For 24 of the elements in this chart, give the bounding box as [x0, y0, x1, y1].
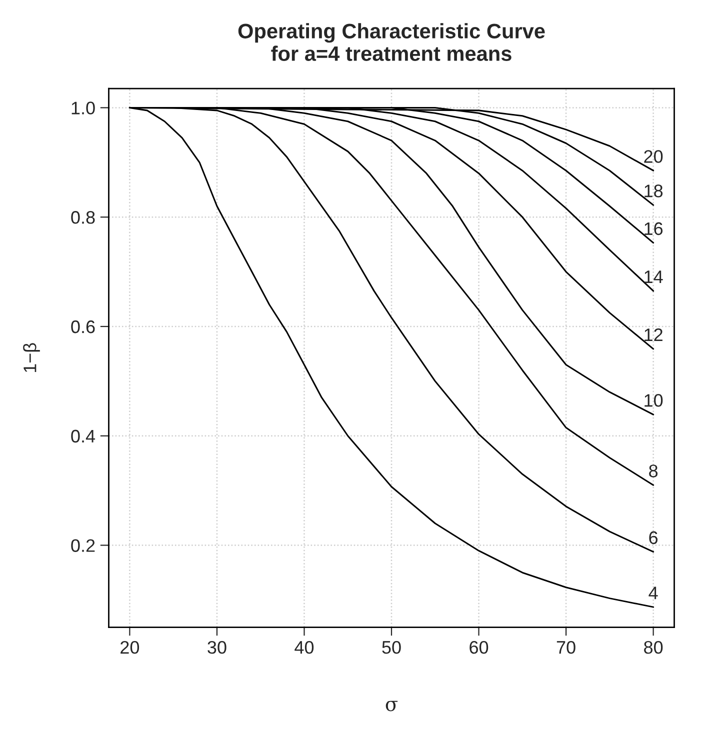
y-tick-label: 0.6 [71, 320, 95, 334]
x-tick-label: 20 [120, 640, 140, 654]
series-label: 12 [644, 328, 662, 341]
chart-title: Operating Characteristic Curve for a=4 treatment means [238, 23, 545, 61]
x-tick-label: 40 [294, 640, 314, 654]
x-axis-title: σ [386, 700, 398, 712]
series-label: 4 [648, 586, 658, 600]
series-label: 6 [649, 531, 658, 544]
y-tick-label: 0.2 [71, 539, 95, 552]
x-tick-label: 50 [382, 640, 401, 654]
y-tick-label: 1.0 [72, 102, 95, 114]
x-tick-label: 80 [644, 640, 663, 654]
series-label: 14 [644, 270, 663, 284]
x-tick-label: 30 [208, 640, 226, 654]
series-label: 16 [644, 222, 663, 236]
y-axis-title: 1−β [23, 343, 40, 372]
series-label: 8 [649, 464, 658, 478]
y-tick-label: 0.8 [71, 211, 95, 224]
series-label: 18 [644, 184, 663, 198]
series-label: 20 [644, 150, 663, 163]
x-tick-label: 60 [470, 640, 488, 654]
series-label: 10 [644, 394, 663, 407]
y-tick-label: 0.4 [71, 430, 96, 443]
x-tick-label: 70 [556, 640, 576, 654]
